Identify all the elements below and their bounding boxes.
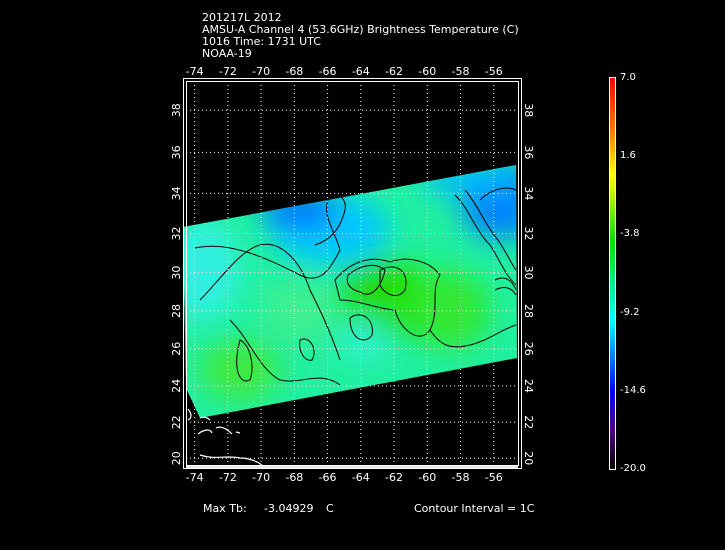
colorbar (609, 77, 616, 470)
max-tb-label: Max Tb: (203, 502, 247, 515)
latitude-tick-label-right: 22 (522, 415, 535, 429)
latitude-tick-label-right: 32 (522, 226, 535, 240)
longitude-tick-label-top: -68 (285, 65, 303, 78)
colorbar-tick-label: -9.2 (620, 306, 640, 318)
coastline (187, 408, 263, 466)
latitude-tick-label-left: 34 (170, 186, 183, 200)
colorbar-tick-label: -14.6 (620, 384, 646, 396)
lat-lon-grid (186, 81, 519, 466)
latitude-tick-label-right: 36 (522, 145, 535, 159)
longitude-tick-label-bottom: -66 (319, 471, 337, 484)
contour-interval: Contour Interval = 1C (414, 502, 535, 515)
longitude-tick-label-bottom: -58 (452, 471, 470, 484)
longitude-tick-label-bottom: -72 (219, 471, 237, 484)
max-tb-unit: C (326, 502, 334, 515)
latitude-tick-label-right: 20 (522, 451, 535, 465)
longitude-tick-label-top: -58 (452, 65, 470, 78)
latitude-tick-label-right: 26 (522, 342, 535, 356)
latitude-tick-label-left: 38 (170, 103, 183, 117)
title-line-channel: AMSU-A Channel 4 (53.6GHz) Brightness Te… (202, 23, 519, 36)
title-line-satellite: NOAA-19 (202, 47, 252, 60)
latitude-tick-label-left: 32 (170, 226, 183, 240)
longitude-tick-label-top: -56 (485, 65, 503, 78)
longitude-tick-label-top: -62 (385, 65, 403, 78)
colorbar-tick-label: -20.0 (620, 463, 646, 474)
longitude-tick-label-bottom: -62 (385, 471, 403, 484)
latitude-tick-label-left: 36 (170, 145, 183, 159)
latitude-tick-label-left: 20 (170, 451, 183, 465)
longitude-tick-label-bottom: -60 (418, 471, 436, 484)
latitude-tick-label-right: 30 (522, 266, 535, 280)
latitude-tick-label-left: 28 (170, 304, 183, 318)
latitude-tick-label-left: 26 (170, 342, 183, 356)
longitude-tick-label-bottom: -70 (252, 471, 270, 484)
map-frame (183, 78, 522, 469)
max-tb-value: -3.04929 (264, 502, 314, 515)
colorbar-tick-label: -3.8 (620, 228, 640, 240)
longitude-tick-label-top: -74 (186, 65, 204, 78)
title-line-time: 1016 Time: 1731 UTC (202, 35, 321, 48)
latitude-tick-label-left: 30 (170, 266, 183, 280)
longitude-tick-label-bottom: -64 (352, 471, 370, 484)
latitude-tick-label-right: 38 (522, 103, 535, 117)
latitude-tick-label-left: 24 (170, 379, 183, 393)
longitude-tick-label-top: -60 (418, 65, 436, 78)
longitude-tick-label-top: -70 (252, 65, 270, 78)
longitude-tick-label-top: -66 (319, 65, 337, 78)
latitude-tick-label-right: 28 (522, 304, 535, 318)
title-line-storm: 201217L 2012 (202, 11, 282, 24)
longitude-tick-label-bottom: -68 (285, 471, 303, 484)
latitude-tick-label-right: 34 (522, 186, 535, 200)
latitude-tick-label-right: 24 (522, 379, 535, 393)
longitude-tick-label-top: -64 (352, 65, 370, 78)
longitude-tick-label-top: -72 (219, 65, 237, 78)
latitude-tick-label-left: 22 (170, 415, 183, 429)
colorbar-tick-label: 1.6 (620, 150, 636, 162)
longitude-tick-label-bottom: -74 (186, 471, 204, 484)
colorbar-tick-label: 7.0 (620, 72, 636, 83)
swath-data (183, 165, 517, 418)
longitude-tick-label-bottom: -56 (485, 471, 503, 484)
